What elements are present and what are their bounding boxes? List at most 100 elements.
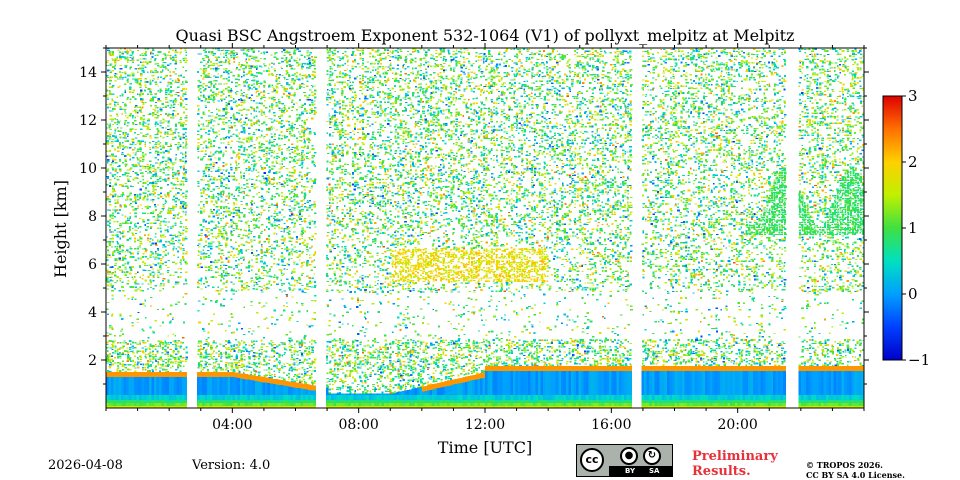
heatmap-cell	[205, 77, 208, 78]
heatmap-cell	[117, 58, 119, 59]
heatmap-cell	[154, 273, 156, 274]
heatmap-cell	[149, 275, 151, 277]
heatmap-cell	[210, 61, 212, 63]
heatmap-cell	[173, 218, 176, 219]
heatmap-cell	[154, 372, 157, 377]
heatmap-cell	[168, 221, 170, 222]
heatmap-cell	[120, 68, 123, 70]
heatmap-cell	[122, 137, 124, 138]
heatmap-cell	[201, 365, 203, 367]
heatmap-cell	[183, 253, 185, 255]
heatmap-cell	[114, 174, 116, 175]
heatmap-cell	[182, 256, 184, 258]
heatmap-cell	[140, 91, 142, 93]
heatmap-cell	[117, 86, 119, 88]
heatmap-cell	[147, 166, 149, 167]
heatmap-cell	[132, 209, 134, 211]
heatmap-cell	[142, 115, 145, 117]
heatmap-cell	[169, 57, 171, 58]
heatmap-cell	[134, 147, 136, 148]
heatmap-cell	[112, 70, 115, 71]
heatmap-cell	[121, 195, 123, 197]
heatmap-cell	[140, 290, 142, 292]
heatmap-cell	[165, 201, 167, 203]
heatmap-cell	[164, 262, 167, 263]
heatmap-cell	[175, 123, 177, 125]
heatmap-cell	[142, 123, 144, 125]
heatmap-cell	[182, 125, 184, 127]
heatmap-cell	[145, 249, 148, 251]
heatmap-cell	[211, 83, 213, 85]
heatmap-cell	[183, 260, 185, 262]
heatmap-cell	[126, 133, 129, 135]
heatmap-cell	[125, 51, 127, 53]
heatmap-cell	[107, 97, 109, 98]
heatmap-cell	[130, 248, 133, 249]
heatmap-cell	[185, 142, 187, 143]
heatmap-cell	[125, 266, 127, 267]
heatmap-cell	[205, 70, 207, 71]
heatmap-cell	[142, 154, 144, 155]
heatmap-cell	[183, 122, 186, 123]
heatmap-cell	[172, 400, 175, 404]
heatmap-cell	[180, 161, 183, 162]
heatmap-cell	[170, 117, 173, 118]
heatmap-cell	[149, 149, 151, 150]
heatmap-cell	[184, 177, 186, 179]
heatmap-cell	[185, 82, 188, 84]
heatmap-cell	[112, 93, 115, 95]
heatmap-cell	[150, 223, 153, 225]
heatmap-cell	[172, 356, 174, 357]
heatmap-cell	[165, 57, 167, 58]
heatmap-cell	[120, 170, 122, 172]
heatmap-cell	[114, 288, 116, 290]
heatmap-cell	[147, 367, 149, 369]
heatmap-cell	[112, 110, 114, 111]
heatmap-cell	[139, 266, 141, 268]
heatmap-cell	[137, 205, 139, 207]
heatmap-cell	[134, 395, 137, 400]
heatmap-cell	[213, 100, 215, 102]
heatmap-cell	[162, 288, 164, 290]
heatmap-cell	[185, 253, 188, 254]
heatmap-cell	[142, 62, 144, 63]
heatmap-cell	[126, 80, 128, 82]
heatmap-cell	[122, 132, 124, 133]
heatmap-cell	[167, 184, 169, 185]
heatmap-cell	[129, 68, 131, 69]
heatmap-cell	[119, 137, 121, 139]
heatmap-cell	[112, 196, 114, 198]
heatmap-cell	[122, 95, 124, 96]
heatmap-cell	[155, 114, 157, 115]
heatmap-cell	[114, 105, 117, 107]
heatmap-cell	[144, 400, 147, 404]
heatmap-cell	[208, 130, 211, 132]
heatmap-cell	[205, 287, 207, 288]
heatmap-cell	[177, 181, 179, 182]
heatmap-cell	[112, 252, 114, 253]
heatmap-cell	[152, 347, 154, 349]
heatmap-cell	[175, 236, 178, 238]
heatmap-cell	[149, 238, 151, 239]
heatmap-cell	[137, 199, 140, 201]
heatmap-cell	[147, 223, 149, 224]
heatmap-cell	[216, 368, 219, 369]
heatmap-cell	[140, 364, 142, 366]
heatmap-cell	[205, 245, 207, 246]
heatmap-cell	[185, 88, 187, 90]
heatmap-cell	[112, 55, 115, 57]
heatmap-cell	[200, 238, 202, 239]
heatmap-cell	[132, 201, 135, 202]
heatmap-cell	[177, 352, 179, 354]
heatmap-cell	[154, 82, 157, 83]
heatmap-cell	[132, 234, 135, 236]
heatmap-cell	[120, 330, 123, 331]
heatmap-cell	[185, 120, 187, 122]
heatmap-cell	[107, 281, 109, 283]
heatmap-cell	[165, 246, 167, 248]
heatmap-cell	[197, 353, 199, 355]
heatmap-cell	[121, 328, 123, 330]
heatmap-cell	[169, 403, 172, 406]
heatmap-cell	[185, 162, 187, 164]
heatmap-cell	[179, 61, 182, 62]
